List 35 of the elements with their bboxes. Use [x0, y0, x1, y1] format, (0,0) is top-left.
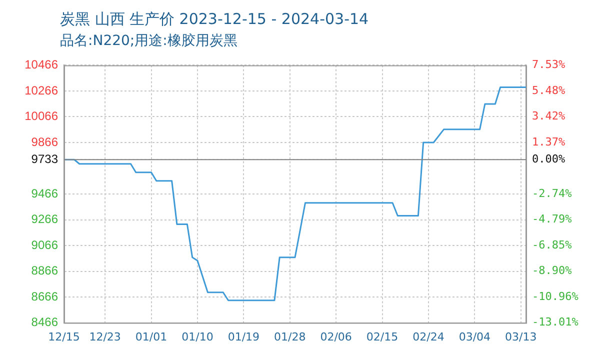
- x-tick-label: 02/15: [366, 330, 398, 344]
- chart-title: 炭黑 山西 生产价 2023-12-15 - 2024-03-14: [60, 9, 370, 30]
- x-tick-label: 02/06: [320, 330, 352, 344]
- y2-tick-label: -10.96%: [532, 290, 579, 303]
- y2-tick-label: 5.48%: [532, 84, 566, 97]
- y-tick-label: 8866: [31, 264, 58, 278]
- y2-tick-label: -8.90%: [532, 264, 572, 278]
- x-tick-label: 12/15: [48, 330, 80, 344]
- x-tick-label: 01/19: [228, 330, 260, 344]
- y-tick-label: 8666: [31, 289, 58, 304]
- x-tick-label: 03/13: [505, 330, 537, 344]
- y-tick-label: 9066: [31, 238, 58, 252]
- y2-tick-label: -2.74%: [532, 186, 572, 200]
- chart-subtitle: 品名:N220;用途:橡胶用炭黑: [60, 32, 238, 51]
- y-tick-label: 8466: [31, 315, 58, 330]
- y-tick-label: 9466: [31, 186, 58, 200]
- y-tick-label: 10066: [24, 109, 58, 124]
- x-tick-label: 02/24: [412, 330, 444, 344]
- y-tick-label: 9266: [31, 212, 58, 226]
- y2-tick-label: 0.00%: [532, 152, 566, 166]
- y2-tick-label: -6.85%: [532, 238, 572, 252]
- y-tick-label: 9733: [31, 152, 58, 166]
- y2-tick-label: -4.79%: [532, 212, 572, 226]
- y-tick-label: 10266: [24, 83, 58, 98]
- y-tick-label: 10466: [24, 58, 58, 72]
- x-tick-label: 01/10: [182, 330, 214, 344]
- x-tick-label: 01/01: [135, 330, 168, 344]
- x-tick-label: 12/23: [89, 330, 121, 344]
- y2-tick-label: 7.53%: [532, 58, 566, 72]
- y2-tick-label: 1.37%: [532, 135, 566, 148]
- y-tick-label: 9866: [31, 134, 58, 149]
- x-tick-label: 01/28: [274, 330, 306, 344]
- x-tick-label: 03/04: [458, 330, 491, 344]
- y2-tick-label: 3.42%: [532, 110, 566, 123]
- y2-tick-label: -13.01%: [532, 316, 579, 329]
